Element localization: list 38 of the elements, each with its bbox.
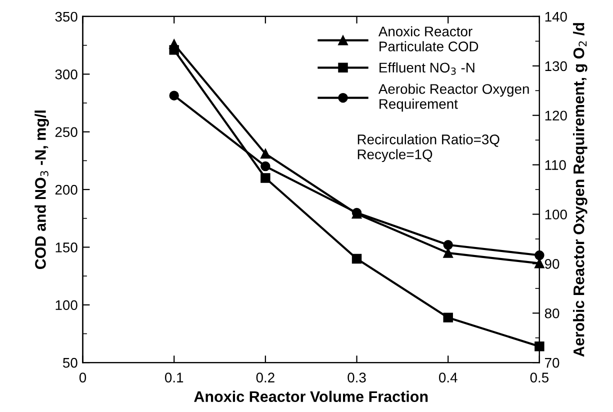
y2-tick-label: 80 [544, 308, 560, 318]
y2-tick-label: 130 [545, 61, 567, 72]
point [169, 39, 179, 50]
y-tick-label: 50 [63, 358, 78, 368]
point [260, 173, 270, 183]
y-tick-label: 200 [55, 184, 78, 195]
point [260, 161, 270, 172]
y2-tick-label: 100 [545, 210, 567, 220]
point [443, 240, 453, 250]
y2-tick-label: 120 [545, 110, 567, 121]
y2-axis-title: Aerobic Reactor Oxygen Requirement, g O$_{2}$ /d [573, 23, 588, 357]
y2-tick-label: 90 [544, 259, 560, 269]
x-axis-title: Anoxic Reactor Volume Fraction [194, 390, 428, 402]
point [169, 90, 179, 100]
point [443, 248, 453, 258]
y2-tick-label: 70 [545, 358, 560, 368]
y-tick-label: 100 [56, 300, 78, 310]
x-tick-label: 0 [79, 372, 86, 382]
y-tick-label: 250 [55, 127, 78, 138]
legend-label: Effluent NO$_{3}$ -N [380, 62, 474, 75]
y2-tick-label: 110 [545, 160, 566, 170]
point [260, 148, 270, 159]
x-tick-label: 0.2 [256, 372, 274, 382]
y-tick-label: 150 [56, 242, 78, 252]
point [534, 342, 544, 352]
x-tick-label: 0.3 [348, 372, 366, 382]
legend-label: Anoxic Reactor Particulate COD [378, 26, 478, 52]
x-tick-label: 0.4 [438, 372, 458, 382]
x-tick-label: 0.1 [164, 372, 184, 382]
y-tick-label: 300 [55, 69, 78, 80]
y-axis-title: COD and NO$_{3}$ -N, mg/l [34, 110, 49, 270]
y2-tick-label: 140 [545, 12, 567, 22]
annotation: Recirculation Ratio=3Q Recycle=1Q [358, 134, 500, 162]
y-tick-label: 350 [55, 12, 78, 22]
x-tick-label: 0.5 [530, 372, 549, 382]
point [352, 254, 362, 264]
legend-label: Aerobic Reactor Oxygen Requirement [378, 84, 529, 112]
point [443, 312, 453, 322]
